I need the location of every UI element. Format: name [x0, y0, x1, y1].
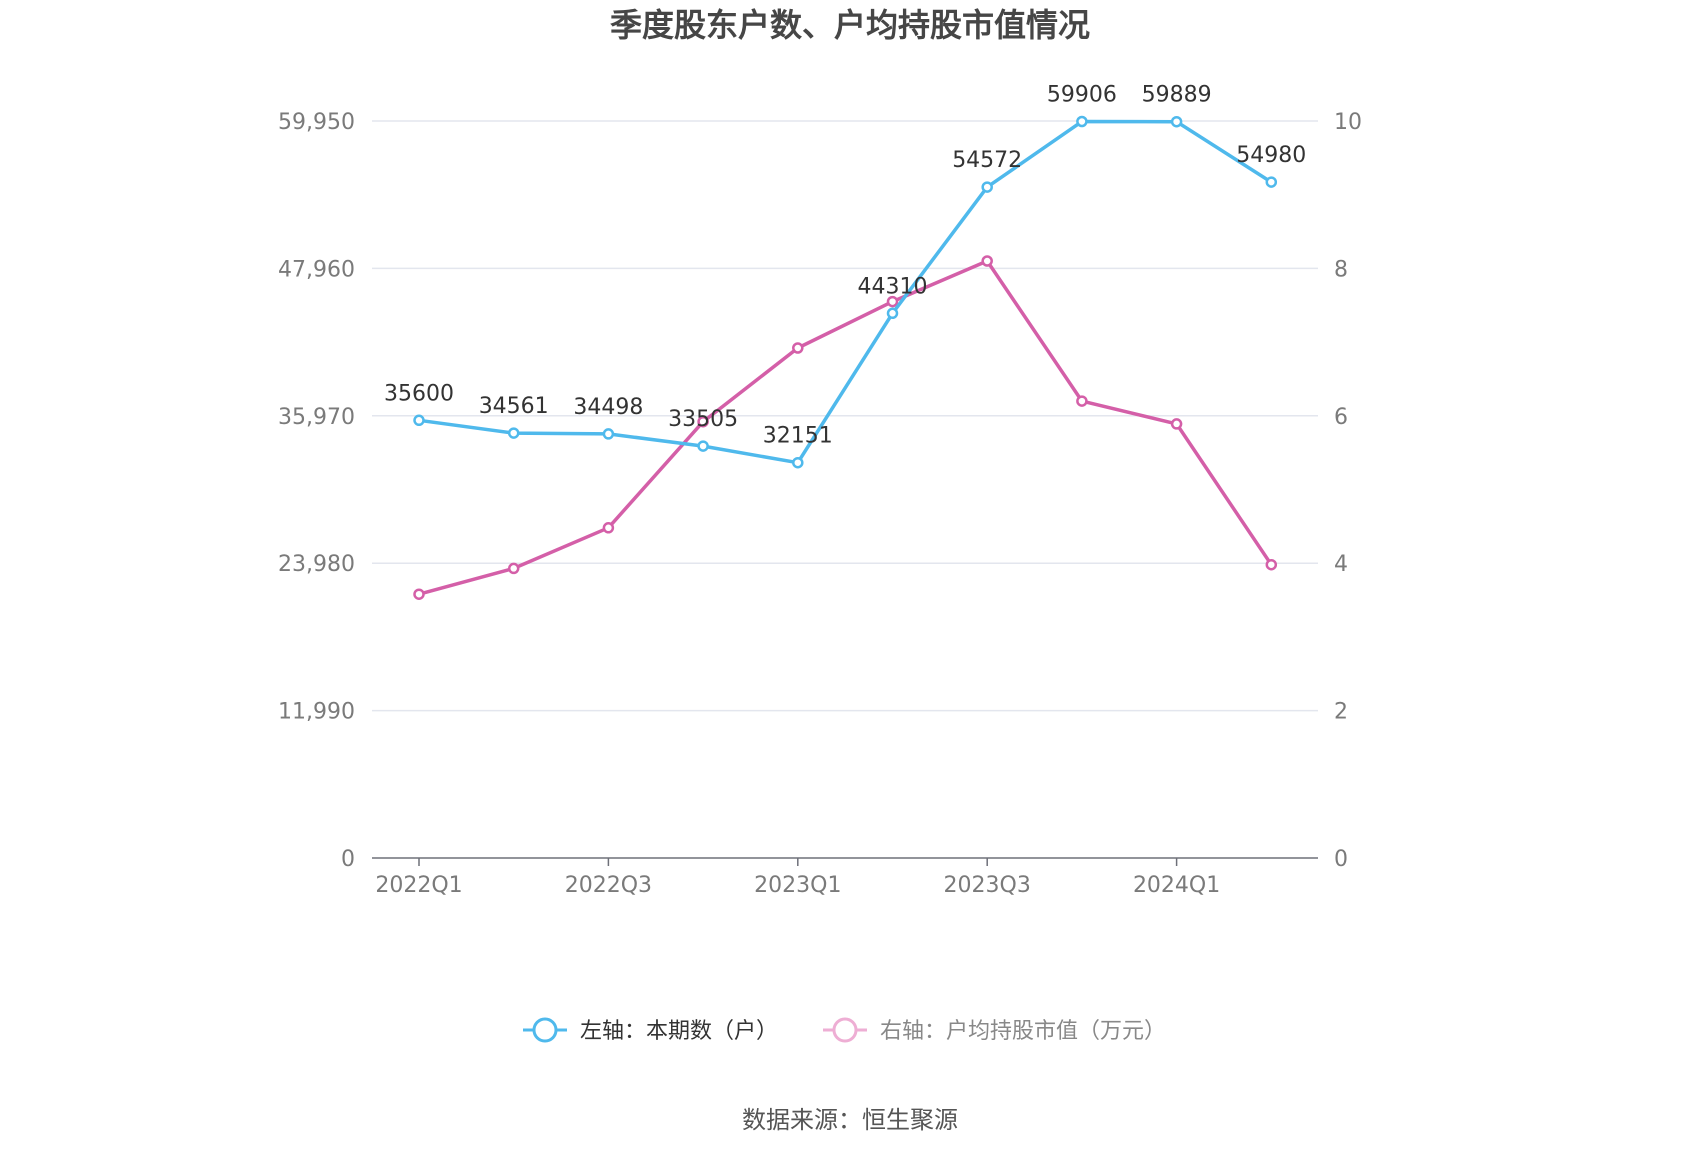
legend-marker-series2 [832, 1017, 858, 1043]
legend-label-series1: 左轴：本期数（户） [580, 1019, 778, 1044]
data-label: 32151 [763, 424, 833, 449]
data-label: 59906 [1047, 83, 1117, 108]
y-left-tick-label: 0 [341, 847, 355, 872]
y-left-tick-label: 11,990 [278, 700, 355, 725]
series-1-point[interactable] [1076, 115, 1088, 128]
data-label: 59889 [1142, 83, 1212, 108]
series-1-point[interactable] [507, 427, 520, 439]
series-2-point[interactable] [981, 255, 993, 267]
series-line-2 [418, 259, 1273, 596]
y-right-tick-label: 10 [1334, 110, 1362, 135]
series-1-point[interactable] [1170, 115, 1183, 128]
data-label: 54980 [1236, 143, 1306, 168]
series-2-point[interactable] [792, 342, 804, 354]
y-right-tick-label: 6 [1334, 405, 1348, 430]
y-left-tick-label: 59,950 [278, 110, 355, 135]
data-label: 34561 [479, 394, 549, 419]
series-2-point[interactable] [697, 415, 709, 428]
series-2-point[interactable] [1076, 395, 1088, 407]
series-2-point[interactable] [1170, 418, 1183, 430]
x-tick-label: 2024Q1 [1133, 873, 1220, 898]
chart-title: 季度股东户数、户均持股市值情况 [610, 6, 1090, 44]
x-tick-label: 2022Q1 [375, 873, 462, 898]
y-right-tick-label: 4 [1334, 552, 1348, 577]
legend-label-series2: 右轴：户均持股市值（万元） [880, 1019, 1166, 1044]
series-1-point[interactable] [792, 456, 804, 469]
data-source: 数据来源：恒生聚源 [742, 1106, 958, 1134]
legend-item-series2[interactable]: 右轴：户均持股市值（万元） [823, 1017, 1166, 1044]
series-1-point[interactable] [981, 181, 993, 193]
series-2-point[interactable] [507, 562, 520, 575]
x-tick-label: 2023Q3 [944, 873, 1031, 898]
legend-marker-series1 [532, 1017, 558, 1043]
y-left-tick-label: 47,960 [278, 257, 355, 282]
series-1-point[interactable] [413, 414, 425, 427]
series-1-point[interactable] [886, 307, 899, 320]
data-label: 44310 [858, 274, 928, 299]
data-label: 34498 [573, 395, 643, 420]
data-label: 54572 [952, 148, 1022, 173]
series-1-point[interactable] [602, 428, 615, 440]
y-left-tick-label: 35,970 [278, 405, 355, 430]
series-2-point[interactable] [1265, 558, 1278, 571]
series-2-point[interactable] [413, 588, 425, 600]
y-right-tick-label: 2 [1334, 700, 1348, 725]
legend[interactable]: 左轴：本期数（户） 右轴：户均持股市值（万元） [523, 1017, 1166, 1044]
series-1-point[interactable] [1265, 176, 1278, 188]
x-tick-label: 2022Q3 [565, 873, 652, 898]
data-label: 35600 [384, 381, 454, 406]
axes: 0 0 11,990 2 23,980 4 35,970 6 47,960 8 59,950 10 20… [278, 110, 1362, 898]
series-1-point[interactable] [697, 440, 709, 452]
series [413, 115, 1278, 600]
data-labels: 35600 34561 34498 33505 32151 44310 54572 59906… [384, 83, 1306, 449]
series-2-point[interactable] [602, 522, 615, 534]
series-line-1 [418, 119, 1273, 465]
y-left-tick-label: 23,980 [278, 552, 355, 577]
legend-item-series1[interactable]: 左轴：本期数（户） [523, 1017, 778, 1044]
x-tick-label: 2023Q1 [754, 873, 841, 898]
series-2-point[interactable] [886, 295, 899, 308]
data-label: 33505 [668, 407, 738, 432]
y-right-tick-label: 8 [1334, 257, 1348, 282]
y-right-tick-label: 0 [1334, 847, 1348, 872]
